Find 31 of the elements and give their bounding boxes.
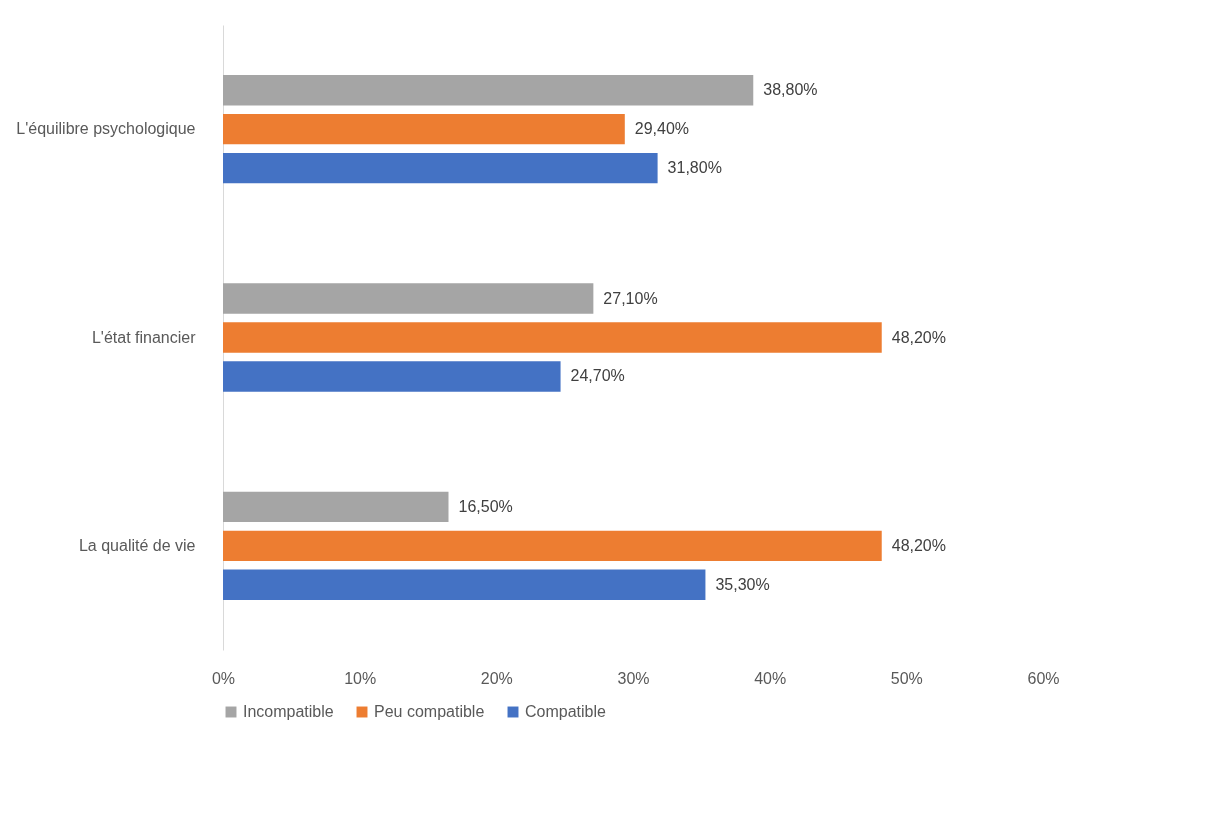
data-label: 38,80% bbox=[763, 81, 818, 99]
bar bbox=[223, 152, 658, 184]
data-label: 31,80% bbox=[667, 159, 722, 177]
x-tick-label: 0% bbox=[211, 669, 236, 687]
data-label: 16,50% bbox=[458, 497, 513, 515]
y-tick-label: La qualité de vie bbox=[78, 536, 196, 554]
x-tick-label: 60% bbox=[1027, 669, 1060, 687]
bar bbox=[223, 322, 882, 353]
legend-label: Incompatible bbox=[243, 703, 334, 720]
data-label: 35,30% bbox=[715, 575, 770, 593]
x-tick-label: 20% bbox=[480, 669, 513, 687]
data-label: 24,70% bbox=[570, 367, 625, 385]
x-tick-label: 30% bbox=[617, 669, 650, 687]
legend-label: Peu compatible bbox=[374, 703, 485, 720]
data-label: 48,20% bbox=[891, 328, 946, 346]
x-tick-label: 10% bbox=[344, 669, 377, 687]
y-tick-label: L'équilibre psychologique bbox=[16, 120, 196, 138]
data-label: 27,10% bbox=[603, 289, 658, 307]
legend-label: Compatible bbox=[525, 703, 607, 720]
bar bbox=[223, 113, 625, 145]
data-label: 29,40% bbox=[634, 120, 690, 138]
x-tick-label: 50% bbox=[890, 669, 923, 687]
bar bbox=[223, 530, 882, 562]
bar bbox=[223, 361, 561, 392]
bar bbox=[223, 491, 449, 523]
bar bbox=[223, 75, 754, 106]
bar bbox=[223, 569, 706, 600]
bar bbox=[223, 283, 594, 314]
x-tick-label: 40% bbox=[754, 669, 787, 687]
y-tick-label: L'état financier bbox=[91, 328, 197, 346]
data-label: 48,20% bbox=[891, 536, 946, 554]
